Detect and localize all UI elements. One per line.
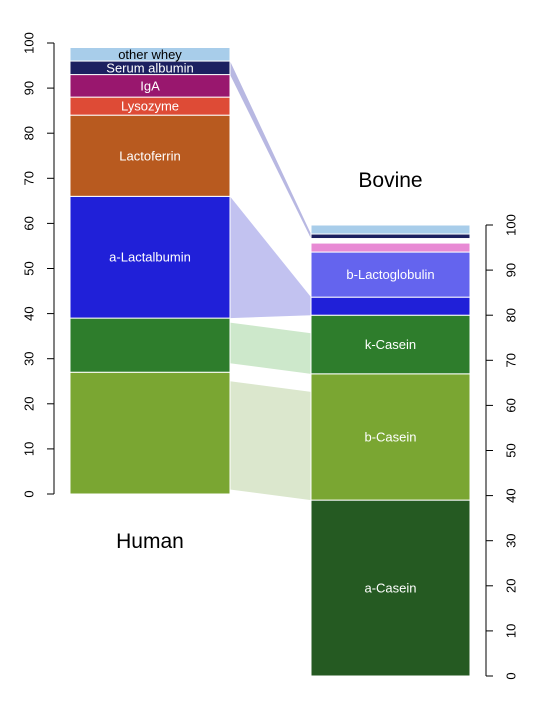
segment-label-k-casein: k-Casein xyxy=(365,337,416,352)
human-bar-segment-2 xyxy=(69,317,231,373)
human-bar-segment-1 xyxy=(69,371,231,495)
bovine-tick-label: 100 xyxy=(504,214,519,236)
human-tick-label: 90 xyxy=(22,81,37,95)
human-tick-label: 60 xyxy=(22,216,37,230)
bovine-tick-label: 40 xyxy=(504,488,519,502)
bovine-bar-segment-8 xyxy=(310,233,471,240)
bovine-bar-b-lactoglobulin xyxy=(310,251,471,298)
human-tick-label: 0 xyxy=(22,490,37,497)
bovine-tick-label: 10 xyxy=(504,624,519,638)
bovine-bar-segment-9 xyxy=(310,224,471,235)
human-tick-label: 70 xyxy=(22,171,37,185)
segment-label-iga: IgA xyxy=(140,78,160,93)
human-bar-other-whey xyxy=(69,47,231,62)
bars: a-Lactalbumin Lactoferrin Lysozyme IgA Serum… xyxy=(69,47,471,677)
segment-label-lactoferrin: Lactoferrin xyxy=(119,148,180,163)
bovine-tick-label: 70 xyxy=(504,353,519,367)
connector-band-4 xyxy=(230,381,311,501)
segment-label-a-casein: a-Casein xyxy=(364,581,416,596)
human-tick-label: 100 xyxy=(22,32,37,54)
connector-band-2 xyxy=(230,61,311,239)
connector-bands xyxy=(230,61,311,501)
segment-label-b-casein: b-Casein xyxy=(364,429,416,444)
bovine-tick-label: 90 xyxy=(504,263,519,277)
human-tick-label: 50 xyxy=(22,261,37,275)
bovine-bar-segment-7 xyxy=(310,238,471,244)
segment-label-a-lactalbumin: a-Lactalbumin xyxy=(109,250,191,265)
connector-band-3 xyxy=(230,322,311,374)
human-tick-label: 40 xyxy=(22,306,37,320)
human-bar-lactoferrin xyxy=(69,114,231,197)
human-label: Human xyxy=(116,530,184,553)
segment-label-serum-albumin: Serum albumin xyxy=(106,60,193,75)
bovine-tick-label: 50 xyxy=(504,443,519,457)
bovine-bar-b-casein xyxy=(310,373,471,501)
bovine-bar-segment-4 xyxy=(310,296,471,316)
bovine-tick-label: 20 xyxy=(504,579,519,593)
bovine-tick-label: 0 xyxy=(504,672,519,679)
bovine-tick-label: 60 xyxy=(504,398,519,412)
segment-label-other-whey: other whey xyxy=(118,47,182,62)
human-tick-label: 20 xyxy=(22,397,37,411)
group-labels: Human Bovine xyxy=(116,169,422,553)
bovine-bar-a-casein xyxy=(310,499,471,677)
bovine-bar-segment-6 xyxy=(310,242,471,253)
connector-band-1 xyxy=(230,196,311,319)
human-tick-label: 80 xyxy=(22,126,37,140)
bovine-label: Bovine xyxy=(358,169,422,192)
human-tick-label: 30 xyxy=(22,351,37,365)
human-bar-a-lactalbumin xyxy=(69,195,231,319)
segment-label-lysozyme: Lysozyme xyxy=(121,99,179,114)
bovine-tick-label: 30 xyxy=(504,533,519,547)
segment-label-b-lactoglobulin: b-Lactoglobulin xyxy=(346,267,434,282)
human-tick-label: 10 xyxy=(22,442,37,456)
bovine-tick-label: 80 xyxy=(504,308,519,322)
axes: 0 10 20 30 40 50 60 70 80 90 100 0 10 20 30 40 50 60 70 80 9… xyxy=(22,32,519,679)
